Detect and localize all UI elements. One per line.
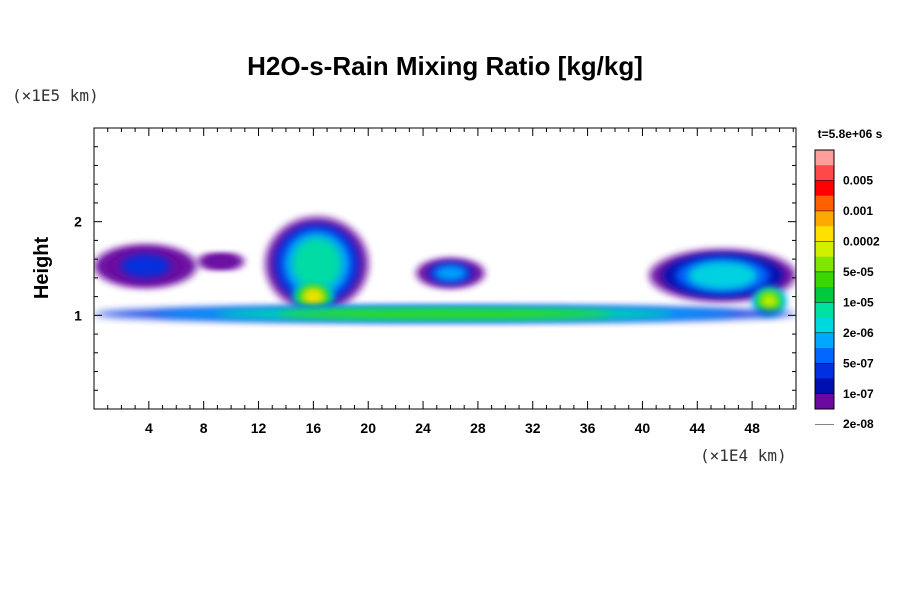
y-tick-label: 2 — [74, 214, 82, 230]
colorbar-label: 1e-05 — [843, 295, 874, 309]
y-unit-label: (×1E5 km) — [12, 86, 99, 105]
colorbar-label: 5e-07 — [843, 356, 874, 370]
field-region-right-core — [752, 287, 787, 316]
colorbar-label: 2e-08 — [843, 417, 874, 431]
colorbar-swatch — [815, 393, 834, 410]
colorbar-label: 2e-06 — [843, 326, 874, 340]
field-region-mid-cloud-24 — [416, 259, 485, 288]
field-contour — [292, 238, 342, 290]
field-region-left-upper-cloud — [94, 245, 197, 288]
field-region-convective-core — [292, 282, 334, 311]
x-tick-label: 28 — [470, 420, 486, 436]
colorbar-swatch — [815, 226, 834, 242]
colorbar: 0.005 0.001 0.0002 5e-05 1e-05 2e-06 5e-07 1e-0… — [814, 149, 880, 431]
colorbar-swatch — [815, 332, 834, 349]
field-contour — [687, 261, 758, 290]
colorbar-label: 0.001 — [843, 204, 873, 218]
x-tick-label: 44 — [689, 420, 705, 436]
field-contour — [761, 293, 778, 310]
x-unit-label: (×1E4 km) — [700, 446, 787, 465]
field-region-right-upper-cloud — [649, 249, 796, 302]
x-tick-label: 16 — [306, 420, 322, 436]
colorbar-swatch — [815, 165, 834, 181]
field-contour — [209, 257, 233, 266]
colorbar-swatch — [815, 348, 834, 364]
colorbar-label: 0.005 — [843, 173, 873, 187]
x-tick-label: 32 — [525, 420, 541, 436]
colorbar-swatch — [815, 180, 834, 197]
x-tick-label: 12 — [251, 420, 267, 436]
colorbar-swatch — [815, 317, 834, 334]
colorbar-label: 5e-05 — [843, 265, 874, 279]
field-contour — [303, 288, 324, 305]
plot-frame — [93, 127, 797, 410]
field-contour — [434, 265, 467, 281]
colorbar-frame — [814, 149, 835, 410]
field-region-convective-tower — [265, 216, 369, 311]
x-tick-label: 48 — [744, 420, 760, 436]
colorbar-swatch — [815, 210, 834, 227]
colorbar-swatch — [815, 195, 834, 212]
colorbar-swatch — [815, 150, 834, 166]
colorbar-swatch — [815, 363, 834, 380]
colorbar-swatch — [815, 241, 834, 258]
colorbar-label: 1e-07 — [843, 387, 874, 401]
field-contour — [120, 254, 170, 278]
x-tick-label: 24 — [415, 420, 431, 436]
colorbar-label: 0.0002 — [843, 234, 880, 248]
x-tick-label: 4 — [145, 420, 153, 436]
y-tick-label: 1 — [74, 307, 82, 323]
time-label: t=5.8e+06 s — [818, 127, 883, 141]
colorbar-swatch — [815, 378, 834, 395]
colorbar-swatch — [815, 302, 834, 319]
colorbar-swatch — [815, 256, 834, 273]
y-axis-label: Height — [31, 237, 53, 300]
colorbar-swatch — [815, 271, 834, 288]
x-tick-label: 20 — [360, 420, 376, 436]
field-contour — [278, 309, 612, 319]
plot-area — [94, 216, 796, 322]
field-region-left-upper-edge — [196, 254, 245, 269]
x-tick-label: 36 — [580, 420, 596, 436]
field-region-surface-rain-band — [94, 305, 796, 322]
x-tick-label: 8 — [200, 420, 208, 436]
x-tick-label: 40 — [635, 420, 651, 436]
colorbar-swatch — [815, 287, 834, 303]
chart-title: H2O-s-Rain Mixing Ratio [kg/kg] — [247, 51, 643, 81]
